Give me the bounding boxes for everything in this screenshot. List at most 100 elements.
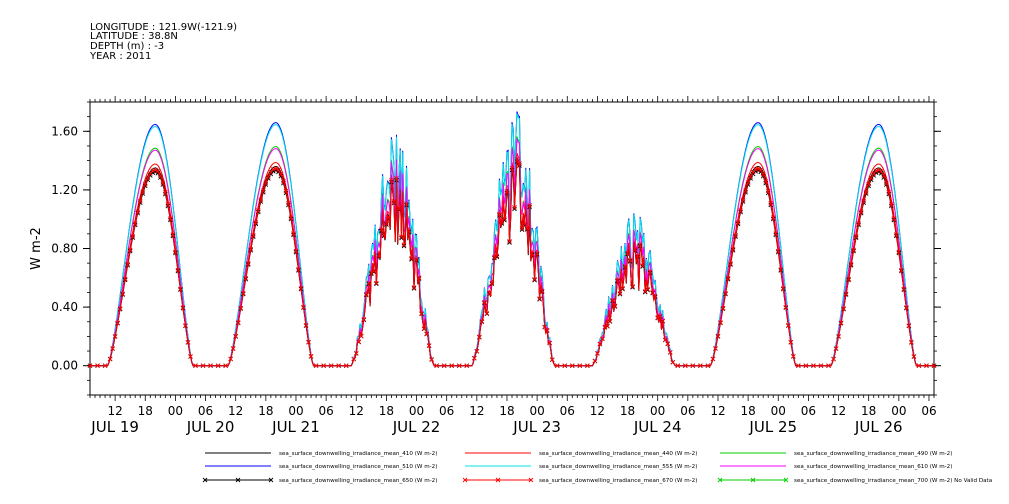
series-point-7	[730, 246, 736, 252]
series-point-6	[374, 281, 379, 287]
series-point-7	[228, 356, 233, 362]
series-point-7	[660, 318, 666, 324]
series-point-7	[507, 238, 512, 244]
series-point-7	[248, 246, 254, 252]
series-point-7	[735, 220, 741, 225]
series-point-7	[894, 232, 899, 237]
series-point-7	[904, 305, 909, 310]
series-point-7	[125, 261, 130, 267]
series-point-7	[479, 319, 485, 324]
series-point-7	[537, 296, 542, 301]
x-tick-label: 06	[318, 404, 333, 418]
x-tick-label: 18	[379, 404, 394, 418]
series-point-7	[785, 322, 791, 328]
x-tick-label: 00	[529, 404, 544, 418]
series-point-7	[288, 215, 294, 220]
series-point-7	[429, 357, 434, 362]
series-point-7	[916, 363, 922, 369]
series-point-7	[155, 169, 161, 174]
series-point-7	[868, 175, 874, 181]
date-label: JUL 20	[186, 418, 235, 436]
series-point-7	[394, 176, 399, 181]
x-tick-label: 06	[680, 404, 695, 418]
x-tick-label: 12	[469, 404, 484, 418]
series-point-7	[145, 175, 151, 181]
series-point-7	[255, 208, 261, 213]
series-point-7	[497, 211, 502, 217]
series-point-7	[379, 227, 384, 232]
series-point-7	[770, 215, 776, 220]
date-label: JUL 19	[90, 418, 139, 436]
series-point-7	[160, 180, 166, 186]
series-point-7	[376, 252, 382, 258]
series-point-7	[183, 323, 188, 328]
date-label: JUL 26	[854, 418, 903, 436]
y-tick-label: 1.20	[51, 183, 78, 197]
series-point-7	[489, 280, 495, 286]
series-point-7	[321, 363, 326, 369]
x-tick-label: 00	[771, 404, 786, 418]
series-point-7	[286, 200, 291, 206]
series-point-7	[278, 171, 284, 177]
series-point-7	[818, 363, 824, 369]
series-point-7	[743, 188, 748, 193]
x-tick-label: 00	[168, 404, 183, 418]
y-tick-label: 0.80	[51, 242, 78, 256]
series-point-7	[861, 198, 866, 204]
series-point-7	[811, 363, 816, 369]
series-point-7	[524, 225, 530, 231]
legend-marker	[268, 477, 274, 483]
series-point-7	[848, 261, 854, 267]
series-point-7	[168, 216, 173, 221]
series-point-7	[841, 306, 846, 311]
series-point-7	[474, 348, 480, 354]
series-point-7	[363, 292, 369, 297]
series-point-7	[758, 167, 763, 173]
series-point-7	[853, 234, 859, 239]
series-point-7	[472, 355, 477, 361]
series-point-7	[409, 255, 414, 261]
series-point-7	[878, 169, 884, 174]
series-point-7	[110, 346, 115, 351]
series-point-7	[281, 179, 286, 184]
series-point-7	[245, 261, 251, 266]
series-point-7	[366, 280, 372, 286]
series-point-7	[720, 305, 726, 311]
series-point-7	[612, 303, 618, 309]
series-point-7	[343, 363, 349, 369]
series-point-7	[592, 358, 598, 364]
series-point-7	[386, 215, 392, 220]
x-tick-label: 18	[861, 404, 876, 418]
series-point-6	[371, 269, 377, 275]
x-tick-label: 06	[198, 404, 213, 418]
series-point-7	[534, 251, 540, 256]
series-point-7	[765, 188, 771, 194]
series-point-7	[886, 190, 892, 195]
series-point-6	[512, 206, 517, 212]
series-point-7	[411, 285, 417, 290]
series-point-7	[544, 327, 550, 333]
x-tick-label: 06	[560, 404, 575, 418]
series-point-7	[369, 270, 374, 276]
series-point-6	[617, 291, 623, 297]
series-point-7	[494, 253, 500, 259]
series-point-7	[791, 354, 796, 359]
x-tick-label: 12	[710, 404, 725, 418]
legend-label: sea_surface_downwelling_irradiance_mean_…	[539, 464, 697, 470]
legend-label: sea_surface_downwelling_irradiance_mean_…	[279, 451, 437, 457]
x-tick-label: 00	[650, 404, 665, 418]
series-point-7	[441, 363, 447, 369]
x-tick-label: 12	[831, 404, 846, 418]
series-point-7	[710, 356, 716, 362]
series-point-7	[605, 323, 610, 329]
date-label: JUL 25	[748, 418, 797, 436]
series-point-7	[303, 322, 309, 328]
series-point-7	[381, 232, 387, 237]
series-point-7	[665, 341, 671, 347]
legend-label: sea_surface_downwelling_irradiance_mean_…	[279, 464, 437, 470]
series-point-7	[577, 363, 583, 369]
legend-marker	[235, 477, 241, 483]
series-point-7	[715, 333, 721, 339]
x-tick-label: 18	[258, 404, 273, 418]
